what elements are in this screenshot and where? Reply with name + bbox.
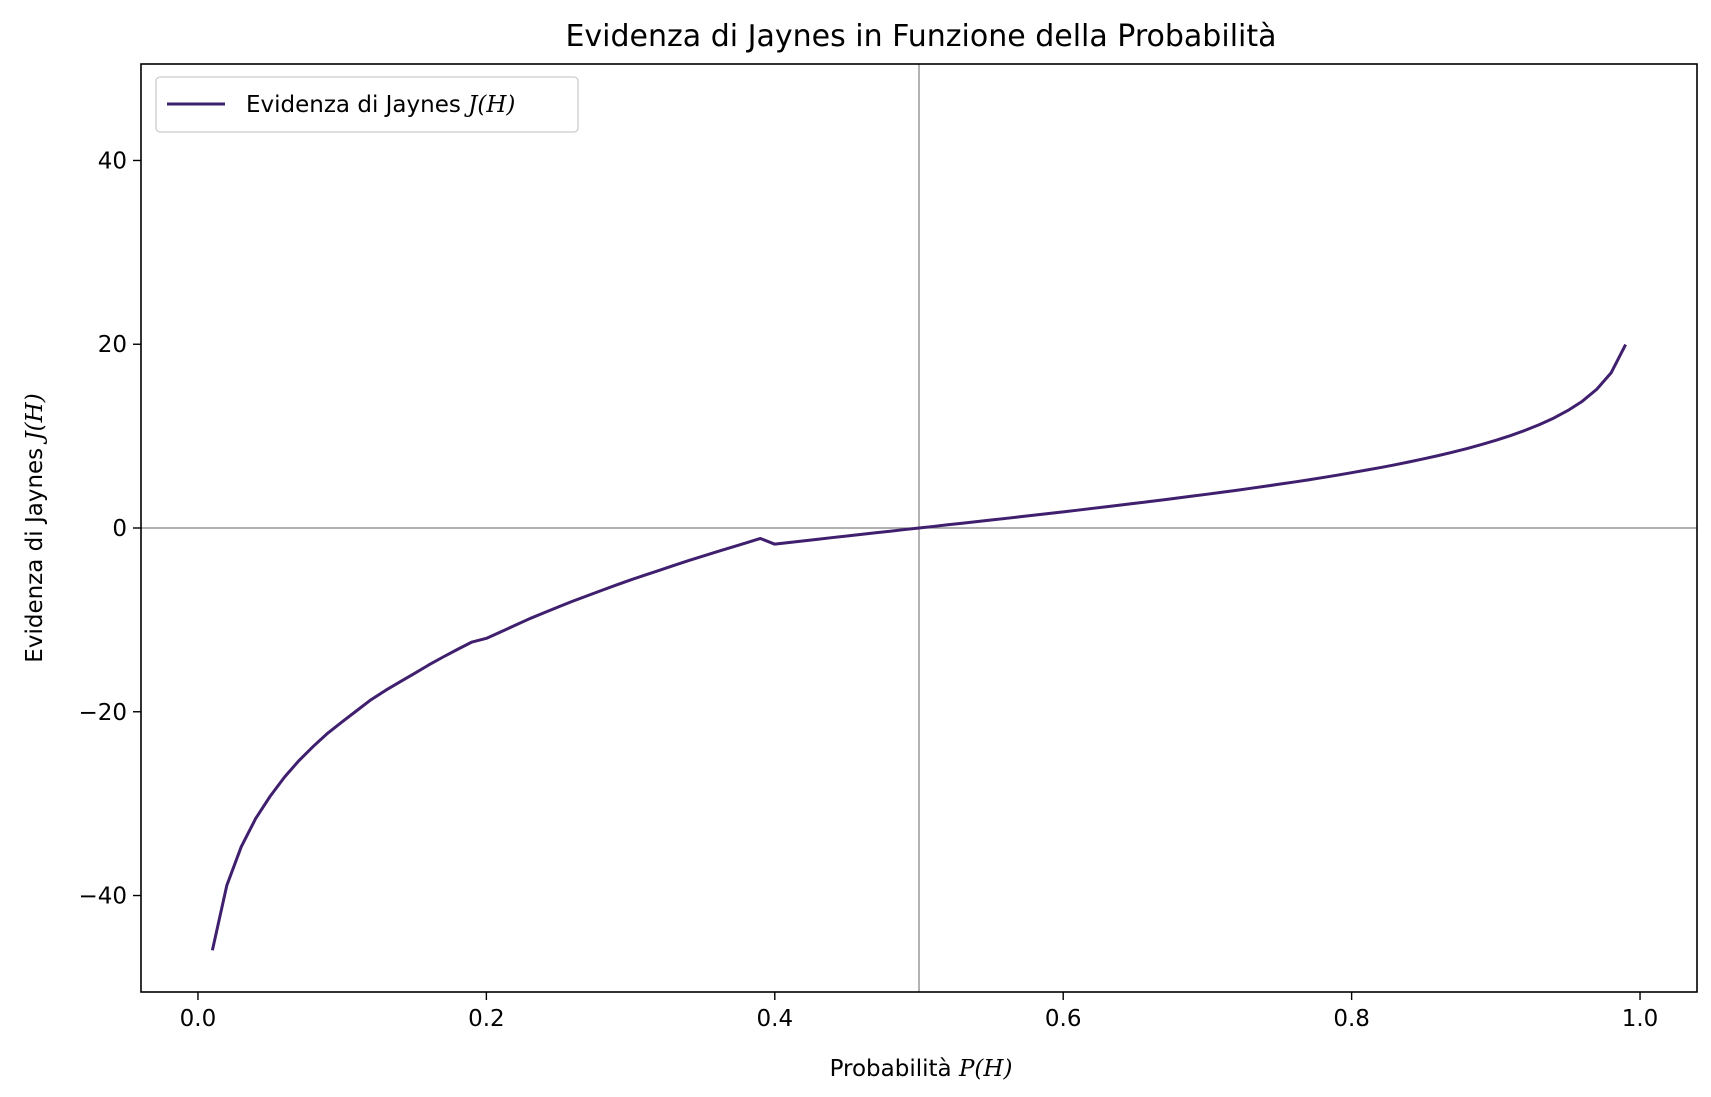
legend-box (155, 76, 579, 133)
x-tick-label: 0.0 (180, 1006, 217, 1032)
y-tick-label: −40 (78, 884, 127, 910)
legend-label: Evidenza di Jaynes J(H) (246, 92, 515, 118)
plot-area (140, 63, 1698, 993)
x-axis-label-math: P(H) (958, 1056, 1012, 1082)
legend-label-text: Evidenza di Jaynes (246, 92, 468, 118)
y-axis-label-math: J(H) (22, 393, 48, 444)
y-axis-ticks: −40 −20 0 20 40 (78, 148, 141, 910)
x-axis-label: Probabilità P(H) (830, 1056, 1013, 1082)
chart-title: Evidenza di Jaynes in Funzione della Pro… (565, 19, 1276, 54)
y-axis-label-text: Evidenza di Jaynes (22, 441, 48, 663)
y-tick-label: 40 (98, 148, 127, 174)
legend-label-math: J(H) (464, 92, 515, 118)
x-axis-ticks: 0.0 0.2 0.4 0.6 0.8 1.0 (180, 992, 1659, 1032)
x-tick-label: 0.8 (1333, 1006, 1370, 1032)
x-tick-label: 0.2 (468, 1006, 505, 1032)
series-line (210, 343, 1627, 951)
series-group (210, 343, 1627, 951)
x-axis-label-text: Probabilità (830, 1056, 959, 1082)
x-tick-label: 0.4 (757, 1006, 794, 1032)
y-tick-label: 0 (112, 516, 127, 542)
legend: Evidenza di Jaynes J(H) (155, 76, 579, 133)
y-tick-label: 20 (98, 332, 127, 358)
y-axis-label: Evidenza di Jaynes J(H) (22, 393, 48, 662)
x-tick-label: 0.6 (1045, 1006, 1082, 1032)
y-tick-label: −20 (78, 700, 127, 726)
x-tick-label: 1.0 (1622, 1006, 1659, 1032)
